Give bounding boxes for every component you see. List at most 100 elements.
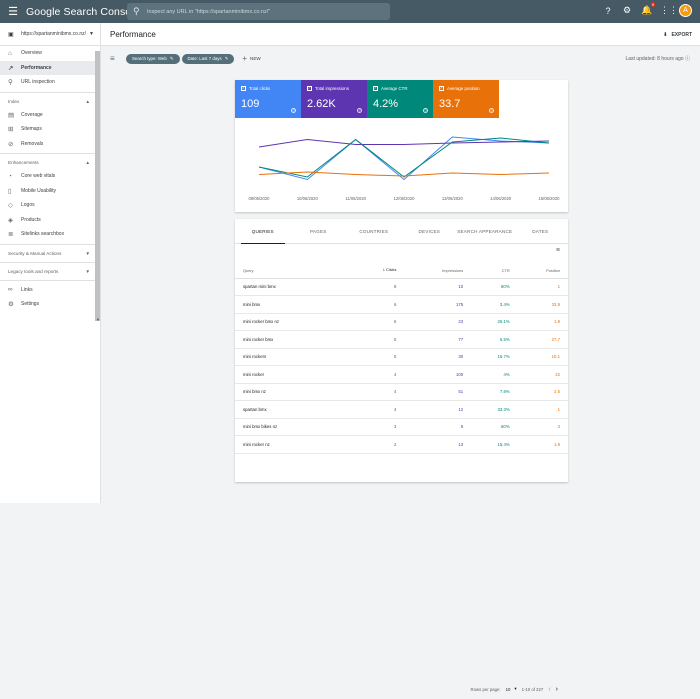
section-legacy-label: Legacy tools and reports <box>8 268 59 274</box>
table-row[interactable]: mini bmx 6 175 3.4% 33.9 <box>235 295 568 314</box>
search-type-chip[interactable]: Search type: Web ✎ <box>126 53 180 64</box>
tab-search-appearance[interactable]: SEARCH APPEARANCE <box>457 229 513 234</box>
query-cell: mini rocker <box>235 365 355 384</box>
sidebar-item-overview[interactable]: ⌂ Overview <box>0 46 100 61</box>
url-inspection-search[interactable]: ⚲ <box>127 3 390 20</box>
sidebar-item-removals[interactable]: ⊘ Removals <box>0 137 100 152</box>
menu-icon[interactable]: ☰ <box>8 6 18 18</box>
table-row[interactable]: spartan bmx 4 12 33.3% 1 <box>235 400 568 419</box>
app-logo[interactable]: Google Search Console <box>26 6 140 18</box>
sidebar-item-mobile-usability[interactable]: ▯ Mobile Usability <box>0 184 100 199</box>
phone-icon: ▯ <box>8 187 12 195</box>
next-page-icon[interactable]: › <box>555 685 558 693</box>
help-icon[interactable]: ? <box>357 108 362 113</box>
clicks-cell: 5 <box>354 330 405 349</box>
query-cell: spartan mini bmx <box>235 278 355 296</box>
table-row[interactable]: mini bmx bikes nz 3 5 60% 3 <box>235 418 568 436</box>
col-impressions[interactable]: Impressions <box>404 264 472 279</box>
metric-tile-total-impressions[interactable]: ✓ Total impressions 2.62K? <box>301 80 367 118</box>
tab-pages[interactable]: PAGES <box>310 229 327 234</box>
section-enhancements[interactable]: Enhancements ▲ <box>0 156 100 169</box>
sort-arrow-icon: 🡓 <box>382 267 385 273</box>
ctr-cell: 6.5% <box>471 330 518 349</box>
filter-icon[interactable]: ≡ <box>110 54 115 63</box>
help-icon[interactable]: ? <box>605 5 611 16</box>
help-icon[interactable]: ? <box>423 108 428 113</box>
tab-countries[interactable]: COUNTRIES <box>359 229 389 234</box>
apps-grid-icon[interactable]: ⋮⋮ <box>660 5 678 15</box>
col-position[interactable]: Position <box>517 264 568 279</box>
sidebar: ▣ https://spartanminibmx.co.nz/ ▼ ⌂ Overv… <box>0 23 101 503</box>
query-cell: mini rocker bmx nz <box>235 313 355 331</box>
page-header: Performance ⬇ EXPORT <box>101 23 700 46</box>
info-icon[interactable]: ⓘ <box>684 56 690 62</box>
sidebar-item-logos[interactable]: ◇ Logos <box>0 198 100 213</box>
metric-tile-average-position[interactable]: ✓ Average position 33.7? <box>433 80 499 118</box>
section-index[interactable]: Index ▲ <box>0 95 100 108</box>
table-row[interactable]: mini bmx nz 4 51 7.8% 2.5 <box>235 383 568 401</box>
sidebar-item-label: Sitemaps <box>21 126 42 133</box>
col-clicks[interactable]: 🡓 Clicks <box>354 264 405 279</box>
performance-chart: 09/06/2020 10/06/2020 11/06/2020 12/06/2020… <box>235 118 568 212</box>
download-icon: ⬇ <box>663 31 668 38</box>
table-row[interactable]: mini rocker bmx 5 77 6.5% 27.7 <box>235 330 568 349</box>
sidebar-item-products[interactable]: ◈ Products <box>0 213 100 228</box>
position-cell: 2.5 <box>517 383 568 401</box>
sidebar-item-core-web-vitals[interactable]: ◔ Core web vitals <box>0 169 100 184</box>
query-cell: mini bmx nz <box>235 383 355 401</box>
edit-icon: ✎ <box>169 55 174 61</box>
table-row[interactable]: mini rocker bmx nz 6 23 26.1% 1.9 <box>235 313 568 331</box>
section-index-label: Index <box>8 98 20 104</box>
edit-icon: ✎ <box>224 55 229 61</box>
sidebar-item-coverage[interactable]: ▤ Coverage <box>0 108 100 123</box>
table-row[interactable]: spartan mini bmx 8 10 80% 1 <box>235 278 568 296</box>
table-row[interactable]: mini rocker 4 100 4% 22 <box>235 365 568 384</box>
tab-queries[interactable]: QUERIES <box>235 219 291 244</box>
sidebar-item-links[interactable]: ∞ Links <box>0 283 100 298</box>
position-cell: 10.1 <box>517 348 568 366</box>
col-query[interactable]: Query <box>235 264 355 279</box>
table-row[interactable]: mini rockers 5 30 16.7% 10.1 <box>235 348 568 366</box>
help-icon[interactable]: ? <box>489 108 494 113</box>
help-icon[interactable]: ? <box>291 108 296 113</box>
table-row[interactable]: mini rocker nz 2 13 15.4% 1.9 <box>235 435 568 454</box>
sidebar-item-label: URL inspection <box>21 79 55 86</box>
sidebar-scrollbar[interactable] <box>95 51 100 321</box>
speed-icon: ◔ <box>8 172 12 180</box>
sidebar-item-url-inspection[interactable]: ⚲ URL inspection <box>0 75 100 90</box>
users-settings-icon[interactable]: ⚙ <box>622 5 632 15</box>
avatar[interactable]: A <box>679 4 692 17</box>
section-security-label: Security & Manual Actions <box>8 250 62 256</box>
checkbox-icon[interactable]: ✓ <box>439 86 444 91</box>
export-button[interactable]: ⬇ EXPORT <box>663 28 692 41</box>
property-selector[interactable]: ▣ https://spartanminibmx.co.nz/ ▼ <box>0 23 100 46</box>
sidebar-item-label: Overview <box>21 50 42 57</box>
checkbox-icon[interactable]: ✓ <box>241 86 246 91</box>
section-security[interactable]: Security & Manual Actions ▼ <box>0 247 100 260</box>
sidebar-item-label: Coverage <box>21 111 43 118</box>
checkbox-icon[interactable]: ✓ <box>373 86 378 91</box>
sidebar-item-settings[interactable]: ⚙ Settings <box>0 297 100 312</box>
new-filter-button[interactable]: + NEW <box>242 54 260 63</box>
tab-devices[interactable]: DEVICES <box>418 229 441 234</box>
sidebar-item-label: Products <box>21 216 41 223</box>
sidebar-item-performance[interactable]: ↗ Performance <box>0 60 100 75</box>
tab-dates[interactable]: DATES <box>532 229 549 234</box>
rows-per-page-select[interactable]: 10 ▾ <box>506 686 517 692</box>
sitemap-icon: ⊞ <box>8 126 14 134</box>
date-chip[interactable]: Date: Last 7 days ✎ <box>181 53 235 64</box>
search-icon: ⚲ <box>133 6 140 16</box>
prev-page-icon[interactable]: ‹ <box>548 685 551 693</box>
sidebar-item-sitemaps[interactable]: ⊞ Sitemaps <box>0 122 100 137</box>
table-filter-icon[interactable]: ≡ <box>555 247 560 254</box>
section-legacy[interactable]: Legacy tools and reports ▼ <box>0 265 100 278</box>
col-ctr[interactable]: CTR <box>471 264 518 279</box>
checkbox-icon[interactable]: ✓ <box>307 86 312 91</box>
url-inspect-input[interactable] <box>147 8 377 15</box>
notifications-icon[interactable]: 🔔 9 <box>641 2 655 15</box>
sidebar-item-sitelinks-searchbox[interactable]: ≣ Sitelinks searchbox <box>0 227 100 242</box>
metric-tile-total-clicks[interactable]: ✓ Total clicks 109? <box>235 80 301 118</box>
metric-tile-average-ctr[interactable]: ✓ Average CTR 4.2%? <box>367 80 433 118</box>
scroll-down-arrow-icon[interactable]: ▼ <box>96 317 100 322</box>
position-cell: 33.9 <box>517 295 568 314</box>
